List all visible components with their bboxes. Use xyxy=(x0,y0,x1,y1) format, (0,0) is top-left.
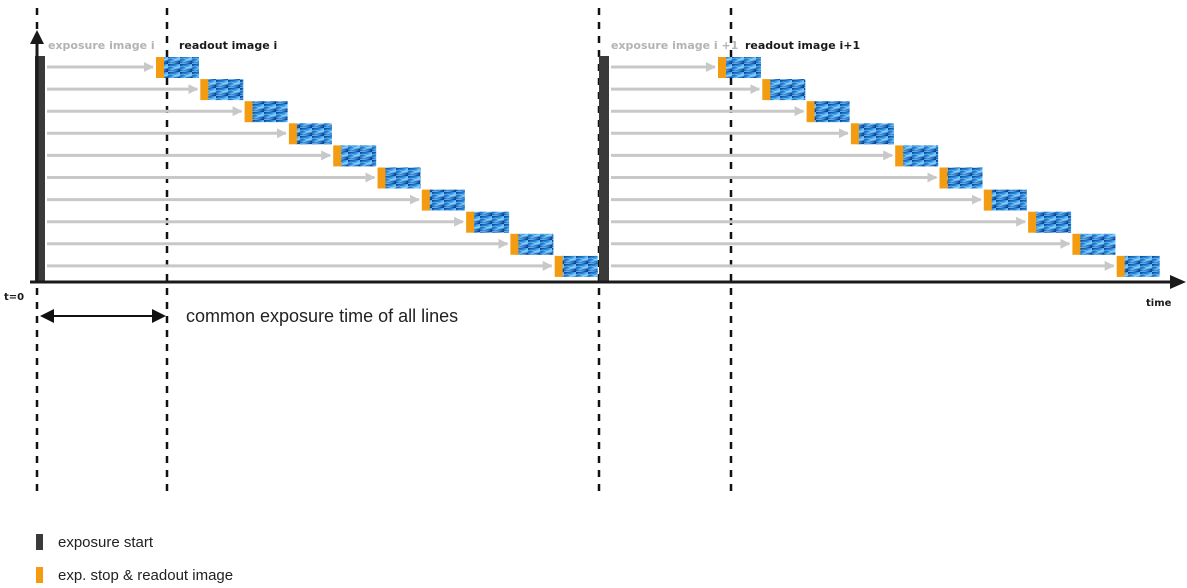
row-group xyxy=(47,57,1160,277)
readout-image-block-i-9 xyxy=(517,233,554,255)
x-axis-arrowhead xyxy=(1170,275,1186,289)
readout-marker-i1-1 xyxy=(718,57,726,78)
readout-image-block-i-5 xyxy=(340,145,377,167)
readout-marker-i-1 xyxy=(156,57,164,78)
readout-marker-i-5 xyxy=(333,145,342,167)
readout-image-block-i-10 xyxy=(561,255,598,277)
readout-image-block-i-1 xyxy=(163,57,199,78)
readout-image-block-i-7 xyxy=(428,189,465,211)
exposure-start-bar-i1 xyxy=(599,56,609,281)
time-label: time xyxy=(1146,298,1172,309)
readout-image-i-label: readout image i xyxy=(179,39,277,52)
readout-image-block-i1-8 xyxy=(1035,211,1072,233)
exposure-start-bar-i xyxy=(35,56,45,281)
readout-marker-i1-6 xyxy=(939,167,948,189)
readout-image-block-i1-5 xyxy=(902,145,939,167)
readout-image-block-i-6 xyxy=(384,167,421,189)
readout-marker-i-7 xyxy=(421,189,430,211)
readout-marker-i1-10 xyxy=(1116,255,1125,277)
readout-marker-i1-7 xyxy=(983,189,992,211)
readout-image-i1-label: readout image i+1 xyxy=(745,39,860,52)
readout-image-block-i1-9 xyxy=(1079,233,1116,255)
legend-readout-swatch xyxy=(36,567,43,583)
readout-image-block-i1-2 xyxy=(769,79,806,101)
legend-readout-label: exp. stop & readout image xyxy=(58,567,233,584)
readout-marker-i-4 xyxy=(288,123,297,145)
legend-exposure-start-swatch xyxy=(36,534,43,550)
readout-marker-i-8 xyxy=(466,211,475,233)
readout-marker-i-3 xyxy=(244,101,253,123)
readout-image-block-i-3 xyxy=(251,101,288,123)
y-axis-arrowhead xyxy=(30,30,44,44)
readout-image-block-i-4 xyxy=(295,123,332,145)
readout-marker-i1-2 xyxy=(762,79,771,101)
readout-image-block-i-2 xyxy=(207,79,244,101)
readout-marker-i-6 xyxy=(377,167,386,189)
readout-image-block-i1-6 xyxy=(946,167,983,189)
exposure-image-i-label: exposure image i xyxy=(48,39,155,52)
readout-image-block-i1-10 xyxy=(1123,255,1160,277)
readout-image-block-i1-7 xyxy=(990,189,1027,211)
readout-marker-i-2 xyxy=(200,79,209,101)
t0-label: t=0 xyxy=(4,292,24,303)
readout-image-block-i1-1 xyxy=(725,57,761,78)
common-exposure-label: common exposure time of all lines xyxy=(186,306,458,326)
legend-exposure-start-label: exposure start xyxy=(58,534,154,551)
readout-marker-i1-3 xyxy=(806,101,815,123)
readout-marker-i-10 xyxy=(554,255,563,277)
readout-image-block-i1-4 xyxy=(857,123,894,145)
readout-image-block-i-8 xyxy=(473,211,510,233)
readout-marker-i1-9 xyxy=(1072,233,1081,255)
common-exposure-arrowhead-left xyxy=(40,309,54,323)
readout-marker-i1-4 xyxy=(850,123,859,145)
common-exposure-arrowhead-right xyxy=(152,309,166,323)
readout-marker-i-9 xyxy=(510,233,519,255)
readout-image-block-i1-3 xyxy=(813,101,850,123)
readout-marker-i1-8 xyxy=(1028,211,1037,233)
readout-marker-i1-5 xyxy=(895,145,904,167)
exposure-image-i1-label: exposure image i +1 xyxy=(611,39,738,52)
